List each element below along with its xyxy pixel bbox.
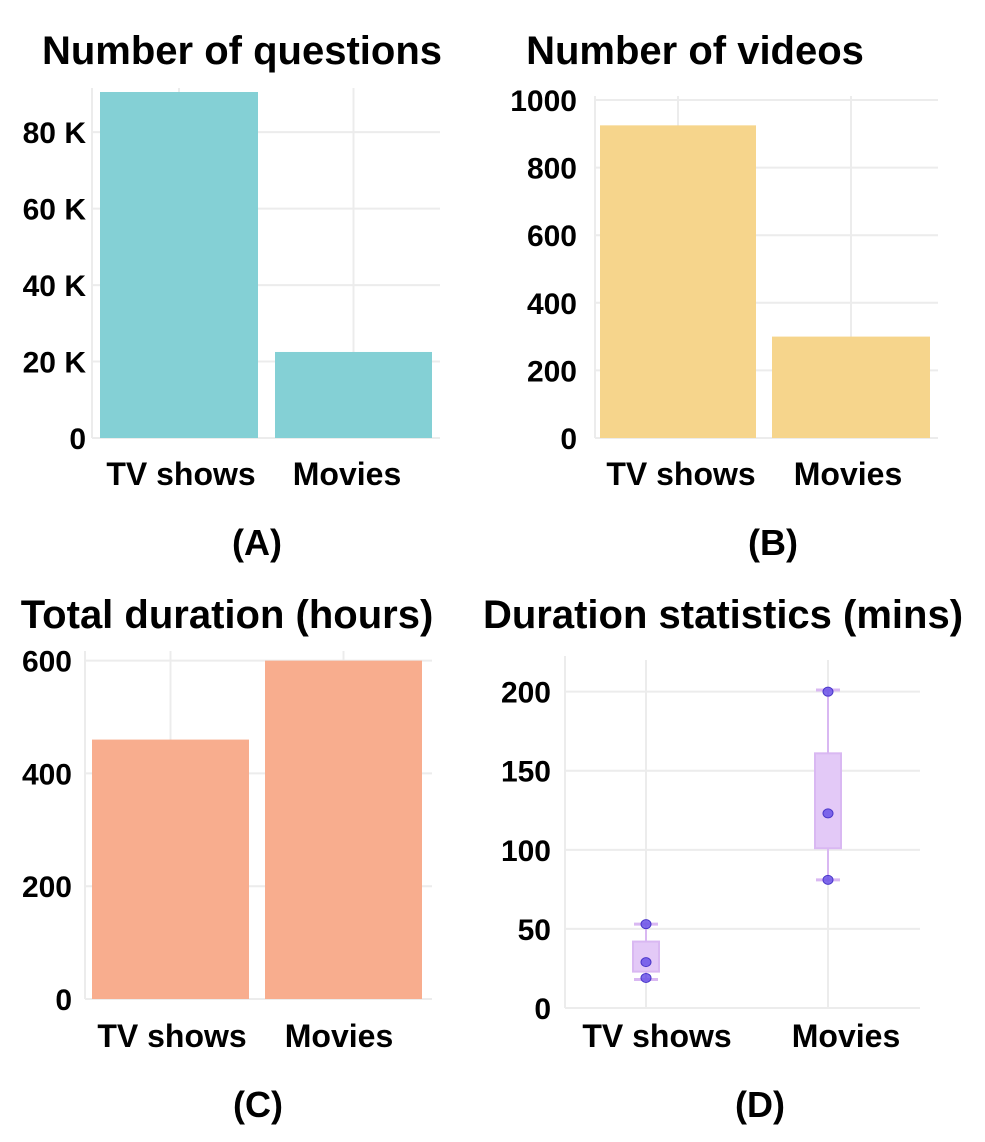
chart-c-bar-tv-shows	[92, 739, 249, 999]
chart-b-panel-label: (B)	[748, 522, 798, 563]
chart-b-xtick-label: TV shows	[606, 456, 755, 492]
chart-d-point-movies	[822, 874, 834, 885]
chart-a-ytick-label: 60 K	[23, 194, 87, 227]
chart-d-ytick-label: 150	[501, 756, 551, 789]
chart-a-ytick-label: 40 K	[23, 270, 87, 303]
chart-a-bar-tv-shows	[100, 92, 258, 438]
chart-d-ytick-label: 0	[534, 993, 551, 1026]
chart-d-ytick-label: 200	[501, 677, 551, 710]
chart-c-ytick-label: 200	[22, 871, 72, 904]
chart-b-bar-tv-shows	[600, 125, 756, 438]
chart-d-xtick-label: Movies	[792, 1018, 900, 1054]
chart-d-point-movies	[822, 686, 834, 697]
chart-a-ytick-label: 20 K	[23, 347, 87, 380]
chart-a-xtick-label: Movies	[293, 456, 401, 492]
chart-d-panel-label: (D)	[735, 1084, 785, 1125]
chart-b-xtick-label: Movies	[794, 456, 902, 492]
chart-c-title: Total duration (hours)	[21, 593, 434, 637]
chart-b-bar-movies	[772, 336, 930, 438]
chart-b-ytick-label: 200	[527, 355, 577, 388]
chart-a-bar-movies	[275, 351, 432, 438]
chart-d-box-movies	[814, 752, 842, 850]
chart-c-ytick-label: 400	[22, 758, 72, 791]
chart-c-bar-movies	[265, 660, 422, 999]
chart-b-ytick-label: 0	[560, 423, 577, 456]
chart-d-point-tv-shows	[640, 972, 652, 983]
chart-b-ytick-label: 400	[527, 288, 577, 321]
chart-b-ytick-label: 600	[527, 220, 577, 253]
chart-a-xtick-label: TV shows	[106, 456, 255, 492]
chart-b-ytick-label: 800	[527, 153, 577, 186]
chart-a-panel-label: (A)	[232, 522, 282, 563]
chart-a-ytick-label: 80 K	[23, 117, 87, 150]
chart-c-ytick-label: 0	[55, 984, 72, 1017]
chart-d-point-movies	[822, 808, 834, 819]
chart-c-xtick-label: TV shows	[97, 1018, 246, 1054]
chart-c-xtick-label: Movies	[285, 1018, 393, 1054]
chart-d-point-tv-shows	[640, 957, 652, 968]
chart-d-ytick-label: 100	[501, 835, 551, 868]
chart-d-xtick-label: TV shows	[582, 1018, 731, 1054]
chart-b-ytick-label: 1000	[510, 85, 577, 118]
chart-b-title: Number of videos	[526, 29, 864, 73]
chart-d-title: Duration statistics (mins)	[483, 593, 963, 637]
chart-c-ytick-label: 600	[22, 646, 72, 679]
chart-a-title: Number of questions	[42, 29, 442, 73]
chart-c-panel-label: (C)	[233, 1084, 283, 1125]
chart-d-ytick-label: 50	[518, 914, 551, 947]
chart-a-ytick-label: 0	[69, 423, 86, 456]
chart-d-point-tv-shows	[640, 919, 652, 930]
